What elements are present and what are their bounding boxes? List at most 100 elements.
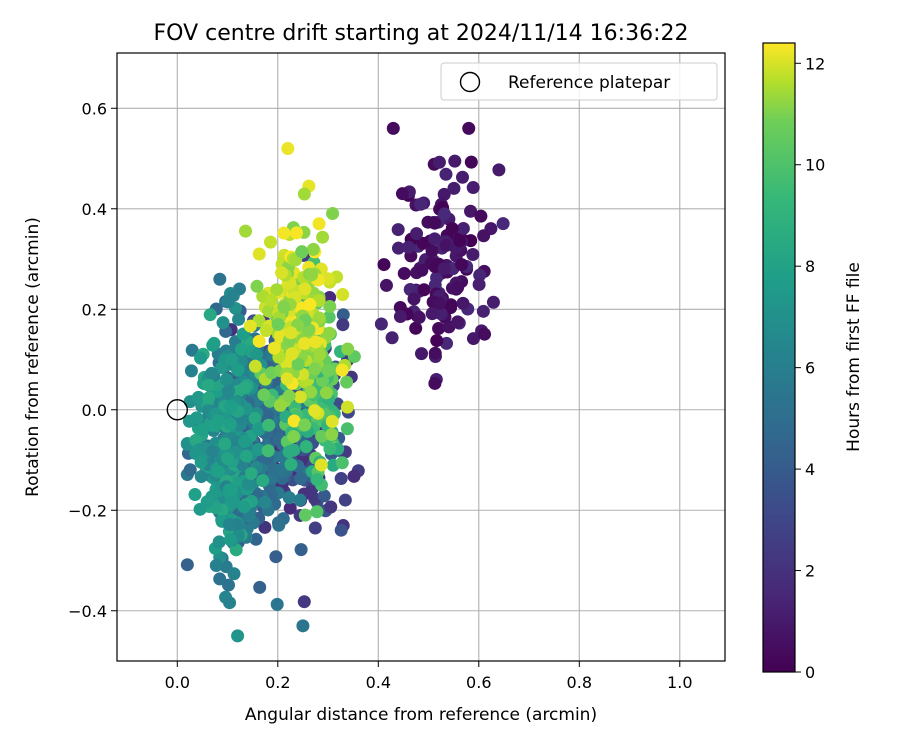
scatter-point <box>238 381 252 395</box>
scatter-point <box>374 317 388 331</box>
scatter-point <box>305 268 319 282</box>
scatter-point <box>393 310 407 324</box>
scatter-point <box>447 181 461 195</box>
scatter-point <box>308 404 322 418</box>
y-axis-ticks: −0.4 −0.2 0.0 0.2 0.4 0.6 <box>68 99 117 621</box>
scatter-point <box>377 258 391 272</box>
scatter-point <box>391 223 405 237</box>
scatter-point <box>462 121 476 135</box>
colorbar-tick-label: 0 <box>805 663 815 682</box>
scatter-point <box>213 272 227 286</box>
scatter-point <box>225 352 239 366</box>
reference-platepar-marker <box>166 399 188 421</box>
scatter-point <box>428 216 442 230</box>
scatter-point <box>223 417 237 431</box>
scatter-point <box>466 181 480 195</box>
scatter-point <box>296 619 310 633</box>
scatter-point <box>202 378 216 392</box>
scatter-point <box>308 362 322 376</box>
scatter-point <box>258 520 272 534</box>
scatter-point <box>308 521 322 535</box>
scatter-point <box>477 229 491 243</box>
scatter-point <box>294 543 308 557</box>
scatter-point <box>194 455 208 469</box>
scatter-point <box>464 204 478 218</box>
scatter-point <box>194 351 208 365</box>
scatter-point <box>277 300 291 314</box>
legend: Reference platepar <box>440 62 718 101</box>
scatter-point <box>425 244 439 258</box>
scatter-point <box>227 567 241 581</box>
scatter-point <box>205 366 219 380</box>
scatter-point <box>451 315 465 329</box>
x-tick-label: 0.8 <box>567 673 592 692</box>
scatter-point <box>410 227 424 241</box>
scatter-point <box>338 493 352 507</box>
x-tick-label: 0.0 <box>165 673 190 692</box>
scatter-point <box>271 516 285 530</box>
scatter-point <box>303 297 317 311</box>
scatter-point <box>222 518 236 532</box>
scatter-point <box>264 235 278 249</box>
scatter-point <box>222 384 236 398</box>
scatter-point <box>323 299 337 313</box>
scatter-point <box>476 304 490 318</box>
scatter-point <box>453 234 467 248</box>
scatter-point <box>250 348 264 362</box>
legend-open-circle-marker <box>459 71 481 93</box>
scatter-point <box>496 217 510 231</box>
x-tick-label: 0.2 <box>265 673 290 692</box>
scatter-point <box>430 334 444 348</box>
scatter-point <box>310 473 324 487</box>
scatter-point <box>309 335 323 349</box>
scatter-point <box>425 307 439 321</box>
scatter-point <box>437 187 451 201</box>
scatter-point <box>285 347 299 361</box>
scatter-point <box>241 477 255 491</box>
scatter-point <box>416 236 430 250</box>
scatter-point <box>401 240 415 254</box>
colorbar-tick-label: 4 <box>805 460 815 479</box>
legend-box <box>440 62 718 101</box>
x-tick-label: 1.0 <box>667 673 692 692</box>
scatter-point <box>316 230 330 244</box>
scatter-point <box>184 364 198 378</box>
scatter-point <box>185 343 199 357</box>
colorbar-tick-label: 6 <box>805 359 815 378</box>
scatter-point <box>258 495 272 509</box>
scatter-point <box>287 430 301 444</box>
scatter-point <box>290 226 304 240</box>
scatter-point <box>440 336 454 350</box>
scatter-point <box>326 207 340 221</box>
scatter-point <box>277 226 291 240</box>
grid-lines <box>117 53 725 661</box>
scatter-point <box>190 411 204 425</box>
scatter-point <box>195 423 209 437</box>
scatter-point <box>455 258 469 272</box>
scatter-point <box>456 221 470 235</box>
y-tick-label: 0.6 <box>82 99 107 118</box>
scatter-point <box>244 466 258 480</box>
scatter-point <box>298 418 312 432</box>
scatter-point <box>456 296 470 310</box>
scatter-point <box>200 495 214 509</box>
scatter-point <box>472 277 486 291</box>
scatter-point <box>275 266 289 280</box>
scatter-point <box>486 295 500 309</box>
scatter-point <box>232 312 246 326</box>
scatter-point <box>395 187 409 201</box>
scatter-point <box>325 415 339 428</box>
scatter-point <box>294 472 308 486</box>
scatter-point <box>444 301 458 315</box>
scatter-point <box>282 389 296 403</box>
y-tick-label: 0.2 <box>82 300 107 319</box>
scatter-point <box>306 242 320 256</box>
scatter-point <box>317 489 331 503</box>
scatter-point <box>216 316 230 330</box>
x-axis-label: Angular distance from reference (arcmin) <box>245 705 597 725</box>
scatter-point <box>283 501 297 515</box>
scatter-point <box>223 596 237 610</box>
scatter-point <box>202 391 216 405</box>
scatter-point <box>235 342 249 356</box>
scatter-point <box>231 629 245 643</box>
